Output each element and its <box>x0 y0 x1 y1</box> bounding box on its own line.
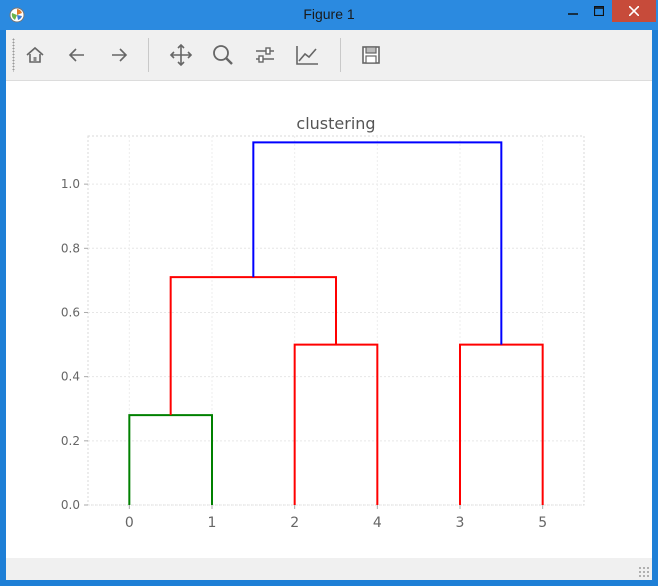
arrow-right-icon <box>112 48 128 62</box>
home-icon <box>26 46 44 63</box>
figure-canvas[interactable]: 0.0 0.2 0.4 0.6 0.8 1.0 0 1 2 4 3 5 clustering <box>6 81 652 558</box>
maximize-button[interactable] <box>586 0 612 22</box>
pan-button[interactable] <box>164 38 198 72</box>
minimize-button[interactable] <box>560 0 586 22</box>
y-tick-label: 0.6 <box>61 305 80 319</box>
leaf-label: 2 <box>290 515 299 531</box>
dendrogram-link <box>169 276 337 416</box>
toolbar-separator <box>340 38 341 72</box>
dendrogram-link <box>128 414 213 505</box>
window-client: 0.0 0.2 0.4 0.6 0.8 1.0 0 1 2 4 3 5 clustering <box>6 30 652 580</box>
resize-grip[interactable] <box>638 566 650 578</box>
toolbar-grip[interactable] <box>12 38 15 72</box>
y-tick-label: 0.8 <box>61 241 80 255</box>
y-tick-label: 0.2 <box>61 434 80 448</box>
window-title: Figure 1 <box>303 6 355 22</box>
title-bar[interactable]: Figure 1 <box>0 0 658 30</box>
matplotlib-icon <box>9 7 25 23</box>
leaf-label: 0 <box>125 515 134 531</box>
close-icon <box>629 6 639 16</box>
leaf-label: 1 <box>208 515 217 531</box>
y-tick-label: 1.0 <box>61 177 80 191</box>
chart-line-icon <box>296 46 318 65</box>
arrow-left-icon <box>68 48 84 62</box>
subplots-button[interactable] <box>248 38 282 72</box>
save-icon <box>362 46 380 64</box>
home-button[interactable] <box>18 38 52 72</box>
status-bar <box>6 558 652 580</box>
toolbar-separator <box>148 38 149 72</box>
move-icon <box>169 43 193 67</box>
close-button[interactable] <box>612 0 656 22</box>
maximize-icon <box>594 6 604 16</box>
navigation-toolbar <box>6 30 652 81</box>
y-tick-label: 0.4 <box>61 370 80 384</box>
minimize-icon <box>568 13 578 15</box>
sliders-icon <box>256 47 274 63</box>
y-tick-label: 0.0 <box>61 498 80 512</box>
dendrogram-chart: 0.0 0.2 0.4 0.6 0.8 1.0 0 1 2 4 3 5 clustering <box>61 114 585 531</box>
back-button[interactable] <box>60 38 94 72</box>
forward-button[interactable] <box>102 38 136 72</box>
chart-title: clustering <box>296 114 375 133</box>
save-button[interactable] <box>354 38 388 72</box>
dendrogram-link <box>252 141 503 345</box>
leaf-label: 5 <box>538 515 547 531</box>
zoom-button[interactable] <box>206 38 240 72</box>
zoom-icon <box>213 45 233 65</box>
edit-axes-button[interactable] <box>290 38 324 72</box>
leaf-label: 3 <box>456 515 465 531</box>
leaf-label: 4 <box>373 515 382 531</box>
